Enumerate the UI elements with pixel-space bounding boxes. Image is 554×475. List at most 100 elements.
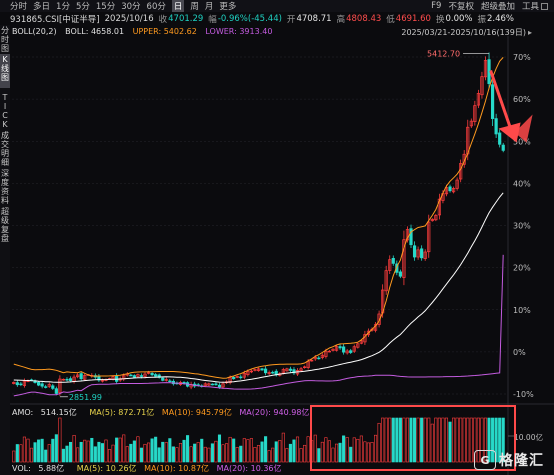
window-icon[interactable] [541, 2, 548, 10]
volume-bar [381, 417, 385, 463]
tools-button[interactable]: 工具 [521, 2, 539, 12]
candle-body [242, 372, 246, 378]
volume-bar [430, 423, 434, 463]
candle-body [451, 188, 456, 193]
candle-body [494, 118, 498, 135]
candle-body [239, 376, 243, 379]
volume-bar [274, 441, 278, 463]
vol-ma10: MA(10): 10.87亿 [144, 464, 210, 473]
timeframe-tab[interactable]: 30分 [121, 2, 141, 12]
volume-bar [413, 417, 417, 463]
volume-bar [455, 417, 459, 463]
timeframe-tab[interactable]: 60分 [146, 2, 166, 12]
sidebar-item[interactable]: 深度资料 [1, 169, 9, 205]
volume-bar [26, 438, 30, 463]
volume-bar [395, 417, 399, 463]
watermark-logo-icon: G [474, 450, 496, 470]
volume-bar [203, 446, 207, 463]
volume-bar [317, 448, 321, 463]
timeframe-tab[interactable]: 1分 [56, 2, 70, 12]
volume-bar [164, 442, 168, 463]
volume-bar [225, 443, 229, 463]
amo-ma5: MA(5): 872.71亿 [89, 408, 155, 417]
candle-body [210, 383, 214, 386]
watermark-text: 格隆汇 [499, 453, 544, 469]
sidebar-item[interactable]: 超级复盘 [1, 207, 9, 243]
vol-value: VOL: 5.88亿 [12, 464, 65, 473]
volume-bar [72, 435, 76, 463]
volume-bar [292, 439, 296, 463]
boll-name[interactable]: BOLL(20,2) [12, 27, 57, 36]
boll-bands [13, 57, 504, 397]
candle-body [19, 383, 23, 386]
change-value: -0.96%(-45.44) [217, 14, 282, 24]
volume-bar [345, 437, 349, 463]
trend-arrow-shaft [489, 70, 513, 130]
sidebar-item[interactable]: 分时图 [1, 26, 9, 53]
timeframe-tab[interactable]: 周 [190, 2, 199, 12]
volume-bar [334, 443, 339, 463]
timeframe-tab[interactable]: 月 [204, 2, 214, 12]
low-label: 低 [386, 15, 395, 25]
rehab-select[interactable]: 不复权 [448, 2, 474, 12]
candle-body [68, 378, 73, 381]
volume-bar [370, 442, 374, 463]
candle-body [359, 340, 363, 344]
timeframe-tab[interactable]: 5分 [75, 2, 90, 12]
quote-code: 931865.CSI[中证半导] [10, 15, 100, 25]
candle-body [12, 381, 16, 385]
overlay-button[interactable]: 超级叠加 [480, 2, 515, 12]
volume-bar [125, 446, 129, 463]
candle-body [398, 271, 402, 277]
candle-body [331, 348, 335, 351]
candle-body [139, 375, 144, 377]
sidebar-item[interactable]: 成交明细 [1, 131, 9, 167]
candle-body [207, 383, 211, 386]
volume-bar [161, 441, 165, 463]
volume-bar [175, 447, 179, 463]
volume-bar [221, 444, 225, 463]
timeframe-tab[interactable]: 日 [171, 0, 185, 12]
volume-bar [388, 417, 392, 463]
timeframe-tab[interactable]: 分时 [10, 2, 28, 12]
candle-body [427, 221, 431, 253]
arrow-right-icon[interactable]: ▸ [527, 28, 532, 37]
f9-button[interactable]: F9 [431, 1, 442, 11]
candle-body [313, 357, 317, 360]
volume-bar [416, 417, 420, 463]
volume-bar [207, 447, 211, 463]
volume-bar [249, 438, 253, 463]
candle-body [473, 105, 477, 122]
candle-body [395, 263, 399, 273]
candle-body [292, 369, 296, 374]
candle-body [476, 93, 480, 106]
volume-bar [324, 437, 328, 463]
candle-body [150, 372, 154, 376]
volume-bar [295, 436, 300, 463]
candle-body [168, 380, 172, 383]
volume-bar [44, 449, 48, 463]
volume-bar [68, 441, 73, 463]
volume-bar [139, 447, 143, 463]
volume-bar [363, 441, 367, 463]
candle-body [100, 379, 105, 382]
timeframe-tab[interactable]: 更多 [219, 2, 237, 12]
volume-bar [501, 417, 505, 463]
timeframe-tab[interactable]: 15分 [95, 2, 116, 12]
volume-bar [469, 417, 473, 463]
volume-bar [349, 446, 353, 463]
volume-bar [498, 417, 502, 463]
candle-body [136, 374, 140, 377]
timeframe-tab[interactable]: 多日 [33, 2, 51, 12]
volume-bar [93, 446, 97, 463]
open-label: 开 [286, 15, 296, 25]
volume-bar [427, 417, 431, 463]
volume-bar [402, 417, 406, 463]
volume-bar [476, 417, 480, 463]
candle-body [203, 383, 207, 387]
volume-bar [320, 441, 324, 463]
volume-bar [384, 417, 388, 463]
